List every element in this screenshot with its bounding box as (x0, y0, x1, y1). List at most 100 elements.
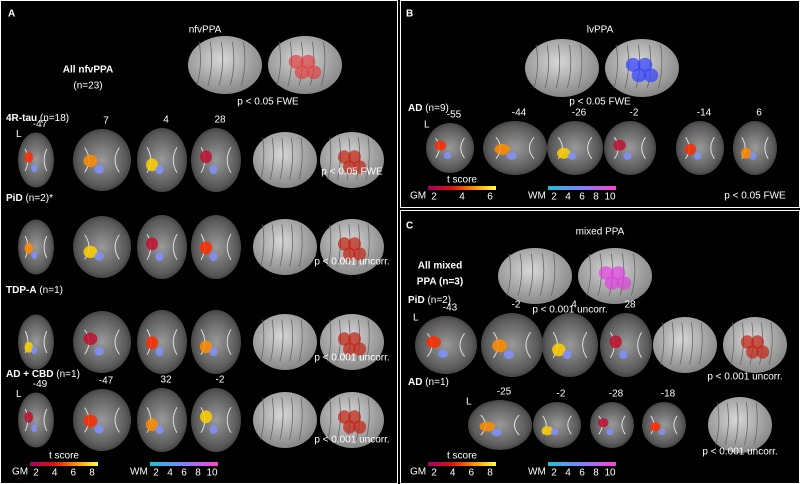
sulcus (327, 319, 332, 362)
sulcus (517, 253, 523, 296)
slice-coordinate: 32 (160, 375, 172, 386)
sulcus (260, 319, 265, 362)
sulcus (279, 137, 284, 180)
slice (18, 132, 54, 188)
brain (653, 317, 717, 373)
colorbar-label: GM (12, 467, 28, 478)
activation (200, 410, 212, 424)
slice (73, 129, 131, 191)
activation (337, 410, 351, 424)
brain (708, 397, 772, 453)
activation (288, 54, 304, 69)
threshold: p < 0.05 FWE (569, 97, 631, 108)
sulcus (289, 319, 294, 362)
brain-slice (415, 316, 477, 374)
activation (492, 339, 508, 353)
colorbar-tick: 8 (195, 468, 201, 479)
activation (740, 147, 752, 159)
sulcus (533, 44, 538, 89)
slice (191, 128, 241, 192)
row-label: AD (n=9) (408, 103, 449, 114)
slice-coordinate: 7 (103, 116, 109, 127)
sulcus (613, 44, 618, 89)
activation (343, 342, 356, 356)
activation (643, 68, 659, 83)
activation (200, 340, 212, 354)
threshold: p < 0.001 uncorr. (702, 447, 777, 458)
threshold: p < 0.001 uncorr. (707, 372, 782, 383)
slice-coordinate: -47 (33, 119, 48, 130)
activation (609, 335, 622, 349)
sulcus (207, 41, 213, 86)
activation (684, 143, 697, 155)
activation (146, 336, 158, 350)
sulcus (240, 41, 246, 86)
activation (294, 65, 310, 80)
slice-coordinate: -18 (661, 389, 676, 400)
brain-render (320, 219, 384, 275)
row-label: PiD (n=2)* (6, 193, 53, 204)
orientation-label: L (16, 389, 22, 400)
activation (155, 425, 164, 435)
brain-slice (73, 389, 131, 451)
slice (542, 313, 598, 377)
slice (533, 402, 581, 448)
slice (18, 219, 54, 275)
activation (155, 252, 164, 262)
activation (610, 266, 626, 280)
sulcus (269, 224, 274, 267)
sulcus (229, 41, 235, 86)
brain-render (320, 314, 384, 370)
activation (616, 276, 632, 290)
sulcus (660, 322, 665, 365)
sulcus (724, 402, 729, 445)
sulcus (657, 44, 663, 89)
activation (24, 151, 34, 163)
activation (209, 425, 218, 435)
colorbar-label: WM (130, 467, 148, 478)
slice (547, 121, 603, 175)
panel-letter: A (8, 9, 15, 20)
threshold: p < 0.001 uncorr. (532, 305, 607, 316)
brain-render (578, 248, 652, 304)
activation (619, 350, 628, 360)
colorbar-tick: 2 (431, 468, 437, 479)
slice (415, 316, 477, 374)
brain-render (320, 392, 384, 448)
colorbar-label: GM (410, 467, 426, 478)
brain-render (653, 317, 717, 373)
brain (525, 39, 599, 97)
brain-slice (18, 314, 54, 370)
row-n: (n=2) (425, 295, 451, 306)
activation (756, 345, 770, 359)
sulcus (279, 319, 284, 362)
sulcus (276, 41, 281, 86)
slice-coordinate: -49 (33, 379, 48, 390)
threshold: p < 0.05 FWE (237, 97, 299, 108)
sulcus (555, 44, 561, 89)
activation (597, 418, 609, 428)
activation (146, 237, 158, 251)
panel-letter: C (406, 221, 413, 232)
slice (191, 388, 241, 452)
activation (94, 346, 104, 356)
activation (693, 152, 702, 160)
slice-coordinate: -2 (630, 108, 639, 119)
sulcus (196, 41, 201, 86)
brain-render (188, 36, 262, 94)
orientation-label: L (424, 120, 430, 131)
activation (306, 65, 322, 80)
colorbar-tick: 6 (469, 468, 475, 479)
colorbar-label: WM (528, 191, 546, 202)
brain-render (253, 132, 317, 188)
sulcus (260, 224, 265, 267)
sulcus (577, 44, 583, 89)
slice (590, 402, 634, 448)
slice-coordinate: 28 (624, 300, 636, 311)
sulcus (586, 253, 591, 296)
sulcus (289, 224, 294, 267)
row-n: (n=18) (37, 113, 69, 124)
panel-letter: B (406, 9, 413, 20)
slice (18, 314, 54, 370)
activation (146, 158, 158, 172)
